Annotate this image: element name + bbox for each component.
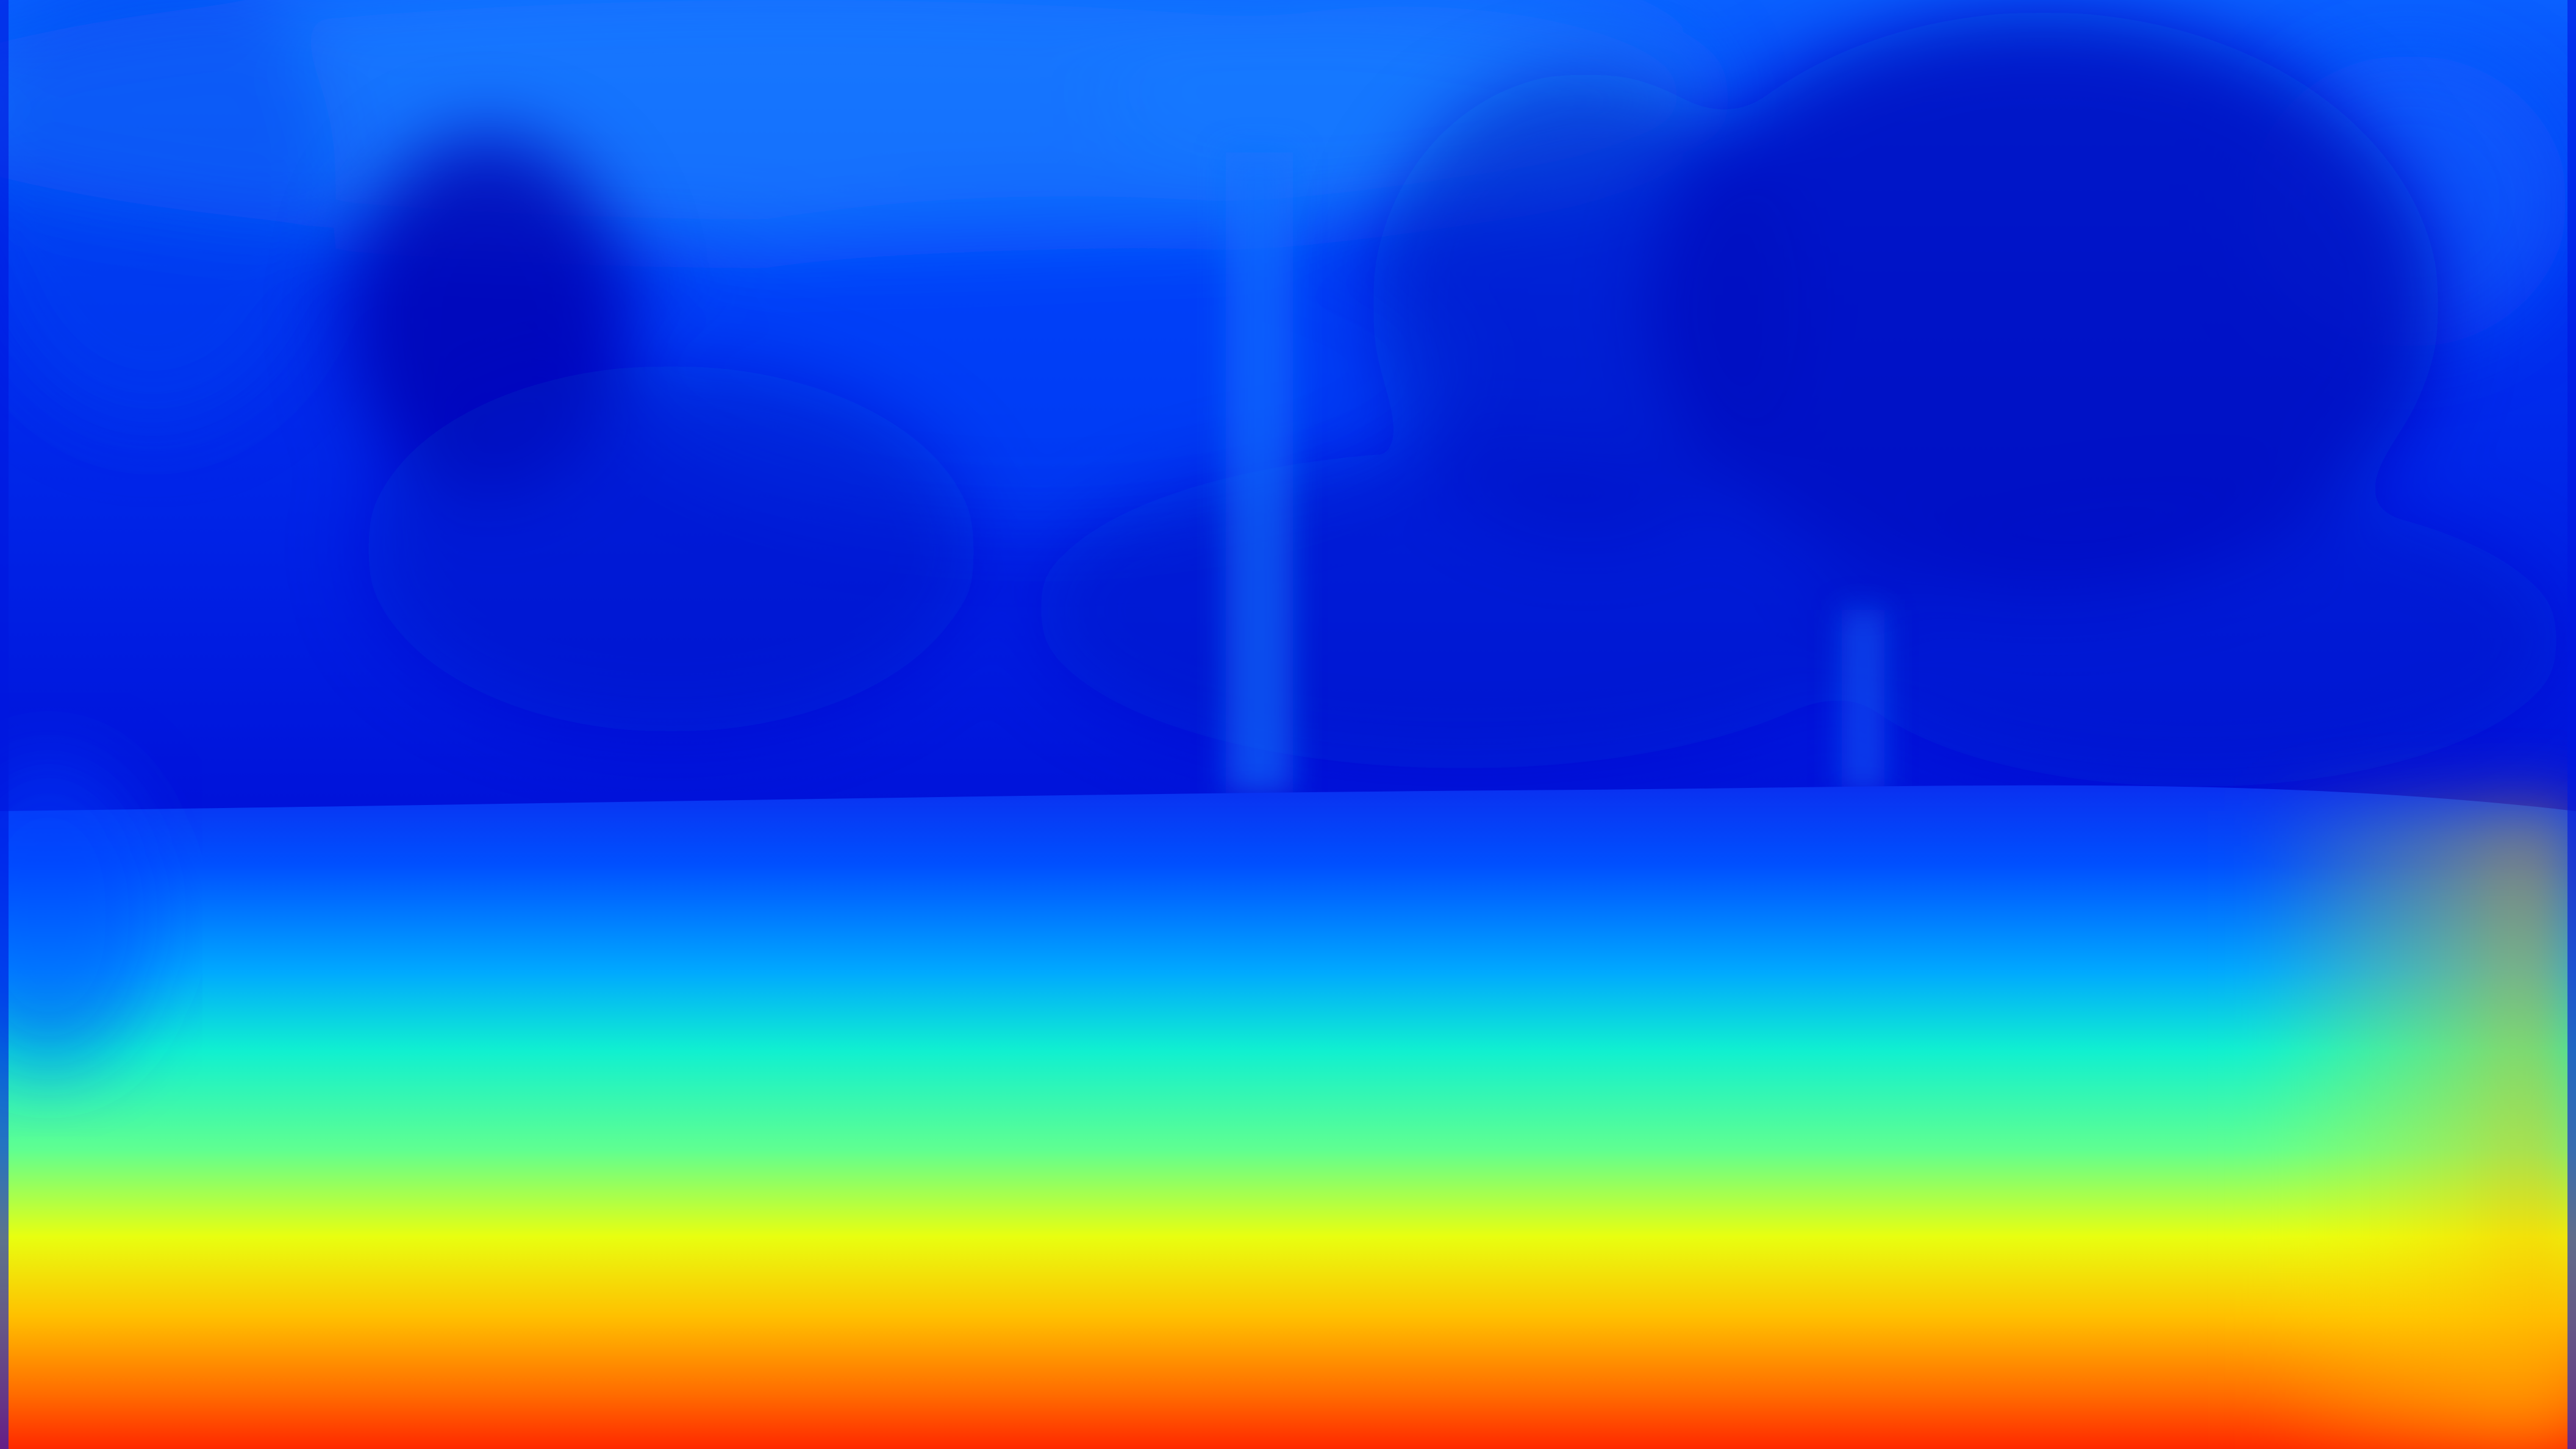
ground-right-warm	[2256, 811, 2576, 1449]
ground-left-shadow	[0, 756, 159, 1073]
far-dark-structures	[348, 12, 2561, 787]
left-edge	[0, 0, 9, 1449]
right-edge	[2567, 0, 2576, 1449]
vertical-streak	[1226, 152, 1884, 793]
ground-plane	[0, 785, 2576, 1449]
